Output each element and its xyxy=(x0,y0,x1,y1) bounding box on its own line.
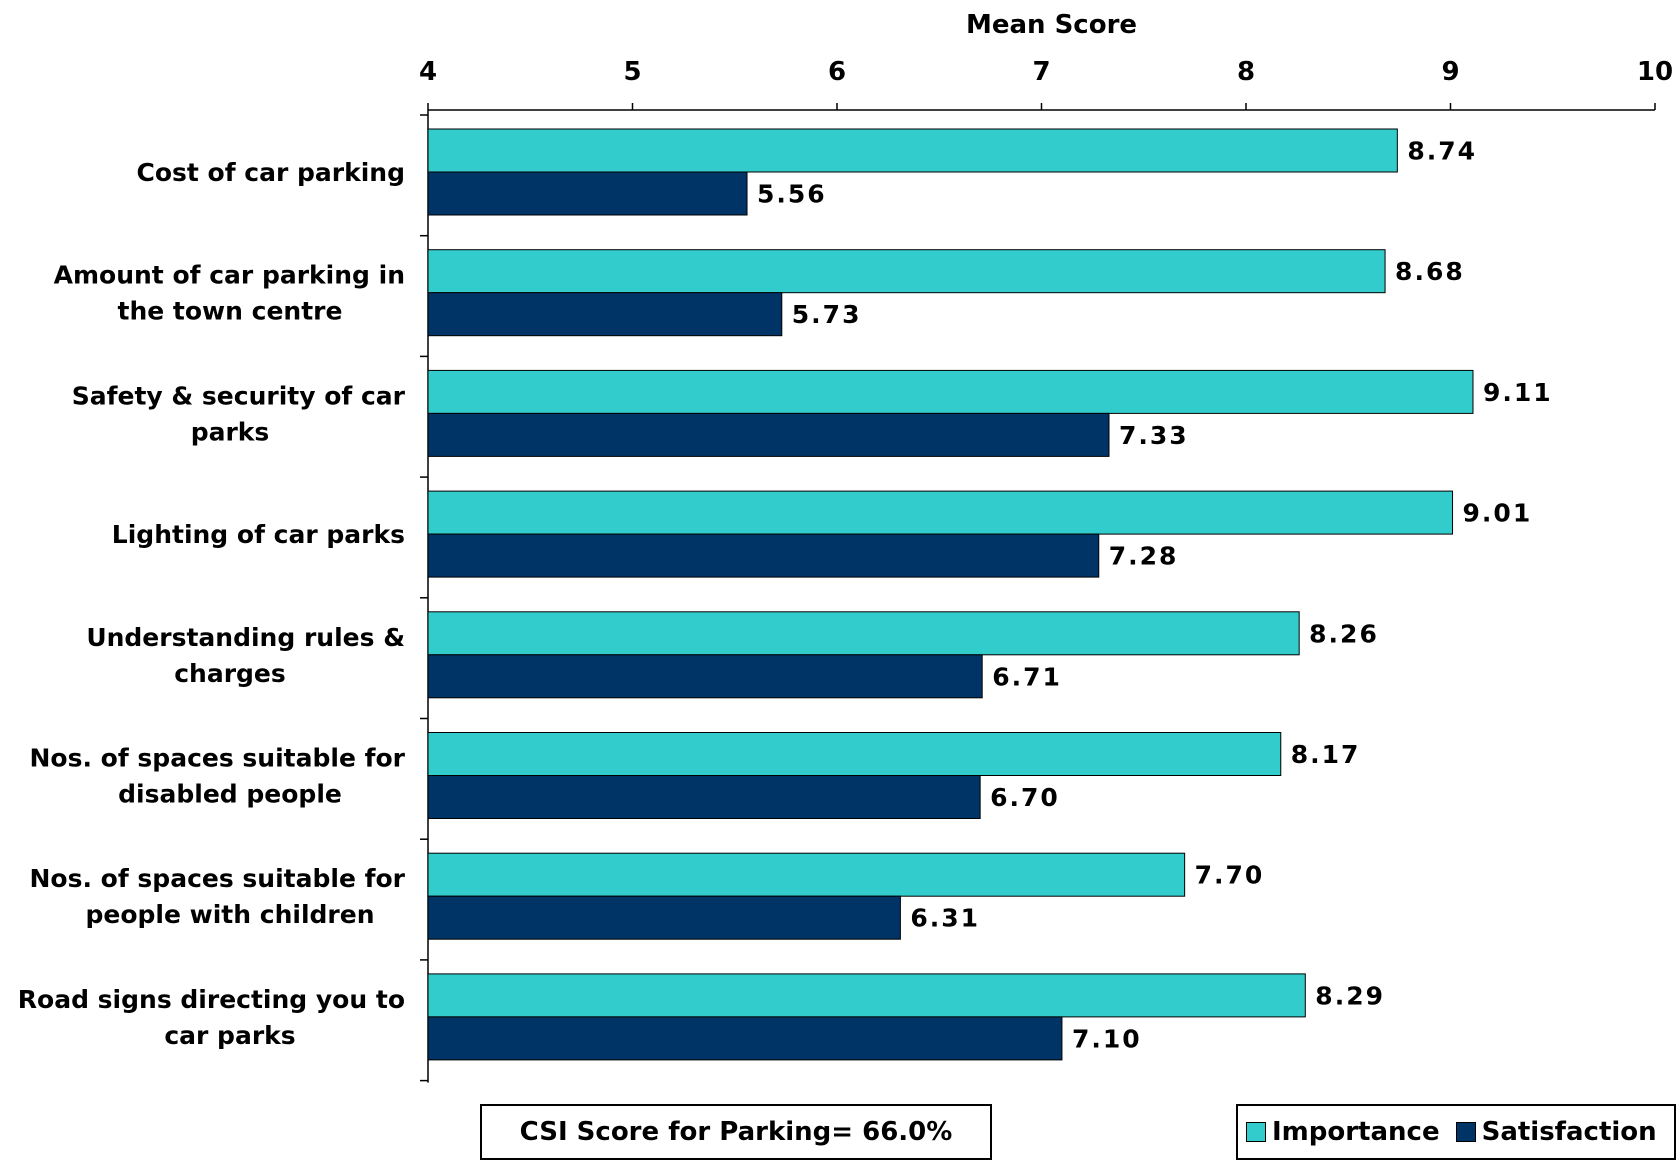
category-label-line: the town centre xyxy=(118,297,343,326)
category-label-line: Nos. of spaces suitable for xyxy=(29,744,405,773)
x-tick-label: 8 xyxy=(1237,57,1255,87)
bar-importance xyxy=(427,249,1386,294)
bar-importance xyxy=(427,611,1300,656)
data-label: 8.68 xyxy=(1395,257,1465,286)
data-label: 7.33 xyxy=(1119,421,1189,450)
category-label-line: Safety & security of car xyxy=(72,381,406,410)
category-label: Lighting of car parks xyxy=(112,520,405,549)
data-label: 7.70 xyxy=(1195,861,1265,890)
csi-score-text: CSI Score for Parking= 66.0% xyxy=(519,1117,953,1147)
bar-importance xyxy=(427,732,1282,776)
category-label: Safety & security of car parks xyxy=(72,381,406,446)
bar-satisfaction xyxy=(427,533,1100,578)
category-label: Amount of car parking in the town centre xyxy=(54,261,405,326)
data-label: 6.70 xyxy=(990,783,1060,812)
category-label-line: Lighting of car parks xyxy=(112,520,405,549)
bar-satisfaction xyxy=(427,412,1110,457)
bar-importance xyxy=(427,369,1474,414)
legend-label-satisfaction: Satisfaction xyxy=(1481,1117,1657,1147)
legend-swatch-satisfaction xyxy=(1455,1122,1476,1142)
bar-importance xyxy=(427,490,1454,535)
data-label: 8.26 xyxy=(1309,619,1379,648)
data-label: 8.74 xyxy=(1407,137,1477,166)
data-label: 6.31 xyxy=(910,904,980,933)
data-label: 8.29 xyxy=(1315,981,1385,1010)
bar-satisfaction xyxy=(427,292,783,337)
category-label: Nos. of spaces suitable for disabled peop… xyxy=(29,744,405,809)
category-label-line: Nos. of spaces suitable for xyxy=(29,864,405,893)
category-label: Road signs directing you to car parks xyxy=(18,985,405,1050)
data-label: 5.56 xyxy=(757,180,827,209)
data-label: 7.28 xyxy=(1109,542,1179,571)
bar-satisfaction xyxy=(427,654,983,699)
category-label-line: parks xyxy=(191,417,270,446)
x-tick-label: 10 xyxy=(1637,57,1673,87)
legend: Importance Satisfaction xyxy=(1236,1104,1676,1160)
data-label: 7.10 xyxy=(1072,1024,1142,1053)
bar-satisfaction xyxy=(427,171,748,216)
csi-score-box: CSI Score for Parking= 66.0% xyxy=(480,1104,992,1160)
data-label: 6.71 xyxy=(992,662,1062,691)
bars xyxy=(427,128,1474,1061)
legend-label-importance: Importance xyxy=(1272,1117,1440,1147)
category-label-line: car parks xyxy=(164,1021,295,1050)
category-label: Nos. of spaces suitable for people with c… xyxy=(29,864,405,929)
bar-importance xyxy=(427,852,1186,897)
bar-satisfaction xyxy=(427,775,981,819)
data-label: 9.11 xyxy=(1483,378,1553,407)
category-label-line: Understanding rules & xyxy=(86,623,405,652)
x-tick-label: 7 xyxy=(1032,57,1050,87)
category-label-line: disabled people xyxy=(118,780,342,809)
category-label-line: charges xyxy=(174,659,286,688)
category-label: Cost of car parking xyxy=(136,158,405,187)
x-tick-label: 4 xyxy=(419,57,437,87)
bar-importance xyxy=(427,128,1398,173)
category-label-line: Cost of car parking xyxy=(136,158,405,187)
legend-item-importance: Importance xyxy=(1246,1117,1440,1147)
category-label-line: Amount of car parking in xyxy=(54,261,405,290)
legend-item-satisfaction: Satisfaction xyxy=(1455,1117,1657,1147)
data-label: 8.17 xyxy=(1291,740,1361,769)
data-label: 9.01 xyxy=(1463,499,1533,528)
data-label: 5.73 xyxy=(792,300,862,329)
category-label-line: people with children xyxy=(85,900,374,929)
bar-importance xyxy=(427,973,1306,1018)
x-axis-title: Mean Score xyxy=(966,10,1137,40)
category-label: Understanding rules & charges xyxy=(86,623,405,688)
legend-swatch-importance xyxy=(1246,1122,1266,1142)
bar-satisfaction xyxy=(427,1016,1063,1061)
labels: 8.74 5.56 Cost of car parking 8.68 5.73 Amoun… xyxy=(18,137,1553,1054)
bar-satisfaction xyxy=(427,895,901,940)
category-label-line: Road signs directing you to xyxy=(18,985,405,1014)
x-tick-label: 5 xyxy=(623,57,641,87)
x-tick-label: 6 xyxy=(828,57,846,87)
x-tick-label: 9 xyxy=(1441,57,1459,87)
